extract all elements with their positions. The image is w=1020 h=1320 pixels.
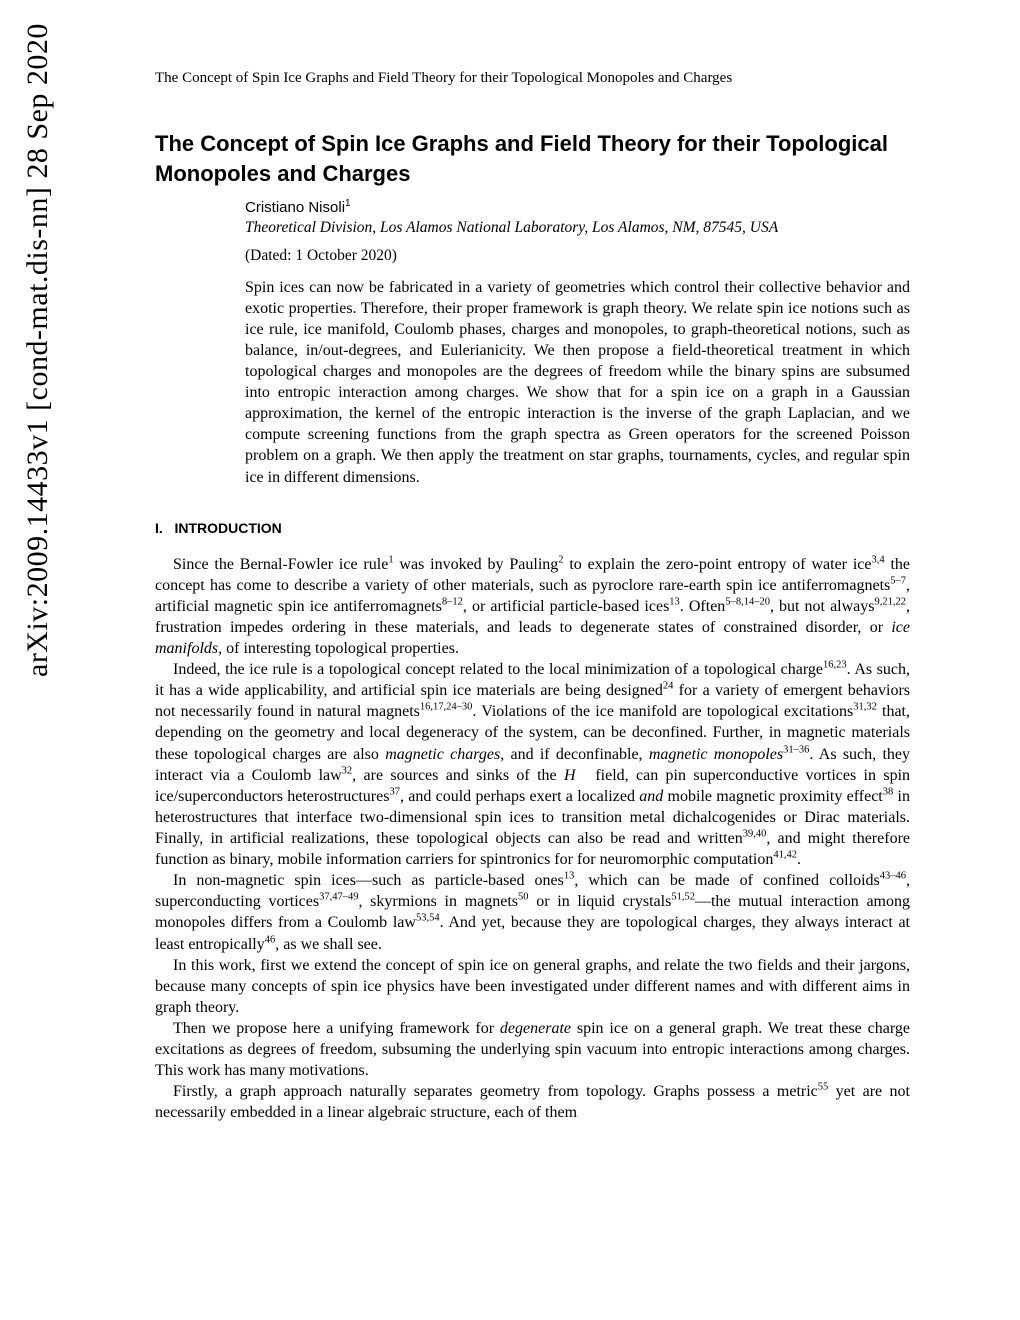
- citation: 32: [342, 765, 353, 776]
- paragraph-3: In non-magnetic spin ices—such as partic…: [155, 870, 910, 954]
- text: . Violations of the ice manifold are top…: [472, 703, 853, 720]
- citation: 53,54: [416, 913, 440, 924]
- author-affiliation: Theoretical Division, Los Alamos Nationa…: [245, 218, 910, 238]
- paragraph-6: Firstly, a graph approach naturally sepa…: [155, 1081, 910, 1123]
- citation: 31,32: [853, 702, 877, 713]
- text-italic: and: [639, 788, 663, 805]
- citation: 3,4: [872, 554, 885, 565]
- text: mobile magnetic proximity effect: [663, 788, 883, 805]
- citation: 13: [669, 597, 680, 608]
- author-name-text: Cristiano Nisoli: [245, 199, 345, 216]
- citation: 39,40: [743, 829, 767, 840]
- text: Then we propose here a unifying framewor…: [173, 1020, 500, 1037]
- author-block: Cristiano Nisoli1 Theoretical Division, …: [155, 198, 910, 238]
- page-content: The Concept of Spin Ice Graphs and Field…: [155, 70, 910, 1124]
- text: , but not always: [770, 598, 875, 615]
- h-vector: H⃗: [564, 767, 588, 784]
- text: , which can be made of confined colloids: [574, 872, 879, 889]
- citation: 37: [389, 786, 400, 797]
- citation: 46: [265, 934, 276, 945]
- paragraph-2: Indeed, the ice rule is a topological co…: [155, 659, 910, 870]
- paragraph-5: Then we propose here a unifying framewor…: [155, 1018, 910, 1081]
- text: Since the Bernal-Fowler ice rule: [173, 556, 388, 573]
- date-line: (Dated: 1 October 2020): [155, 247, 910, 265]
- text-italic: magnetic charges: [385, 746, 500, 763]
- citation: 8–12: [442, 597, 463, 608]
- text-italic: degenerate: [500, 1020, 571, 1037]
- text: , and if deconfinable,: [500, 746, 649, 763]
- text: . Often: [680, 598, 726, 615]
- citation: 16,23: [823, 660, 847, 671]
- citation: 31–36: [783, 744, 809, 755]
- body-text: Since the Bernal-Fowler ice rule1 was in…: [155, 554, 910, 1124]
- citation: 9,21,22: [875, 597, 907, 608]
- author-name: Cristiano Nisoli1: [245, 198, 910, 216]
- citation: 50: [518, 892, 529, 903]
- text: .: [797, 851, 801, 868]
- text: was invoked by Pauling: [394, 556, 559, 573]
- citation: 43–46: [880, 871, 906, 882]
- abstract: Spin ices can now be fabricated in a var…: [155, 277, 910, 488]
- citation: 41,42: [773, 850, 797, 861]
- section-title: INTRODUCTION: [174, 520, 281, 536]
- author-marker: 1: [345, 198, 351, 209]
- paragraph-1: Since the Bernal-Fowler ice rule1 was in…: [155, 554, 910, 660]
- citation: 16,17,24–30: [420, 702, 473, 713]
- paper-title: The Concept of Spin Ice Graphs and Field…: [155, 129, 910, 188]
- text: , as we shall see.: [275, 936, 382, 953]
- citation: 51,52: [671, 892, 695, 903]
- text: Firstly, a graph approach naturally sepa…: [173, 1083, 818, 1100]
- text: Indeed, the ice rule is a topological co…: [173, 661, 823, 678]
- citation: 24: [663, 681, 674, 692]
- text-italic: magnetic monopoles: [649, 746, 783, 763]
- citation: 55: [818, 1082, 829, 1093]
- text: In non-magnetic spin ices—such as partic…: [173, 872, 564, 889]
- section-heading: I. INTRODUCTION: [155, 520, 910, 536]
- text: , or artificial particle-based ices: [463, 598, 669, 615]
- text: , of interesting topological properties.: [218, 640, 459, 657]
- citation: 37,47–49: [319, 892, 358, 903]
- text: to explain the zero-point entropy of wat…: [564, 556, 872, 573]
- citation: 13: [564, 871, 575, 882]
- section-number: I.: [155, 520, 163, 536]
- text: , and could perhaps exert a localized: [400, 788, 639, 805]
- text: , are sources and sinks of the: [352, 767, 564, 784]
- paragraph-4: In this work, first we extend the concep…: [155, 955, 910, 1018]
- citation: 5–8,14–20: [725, 597, 770, 608]
- running-header: The Concept of Spin Ice Graphs and Field…: [155, 70, 910, 87]
- citation: 38: [883, 786, 894, 797]
- citation: 5–7: [890, 575, 906, 586]
- text: or in liquid crystals: [529, 893, 672, 910]
- arxiv-stamp: arXiv:2009.14433v1 [cond-mat.dis-nn] 28 …: [21, 23, 55, 677]
- text: , skyrmions in magnets: [358, 893, 518, 910]
